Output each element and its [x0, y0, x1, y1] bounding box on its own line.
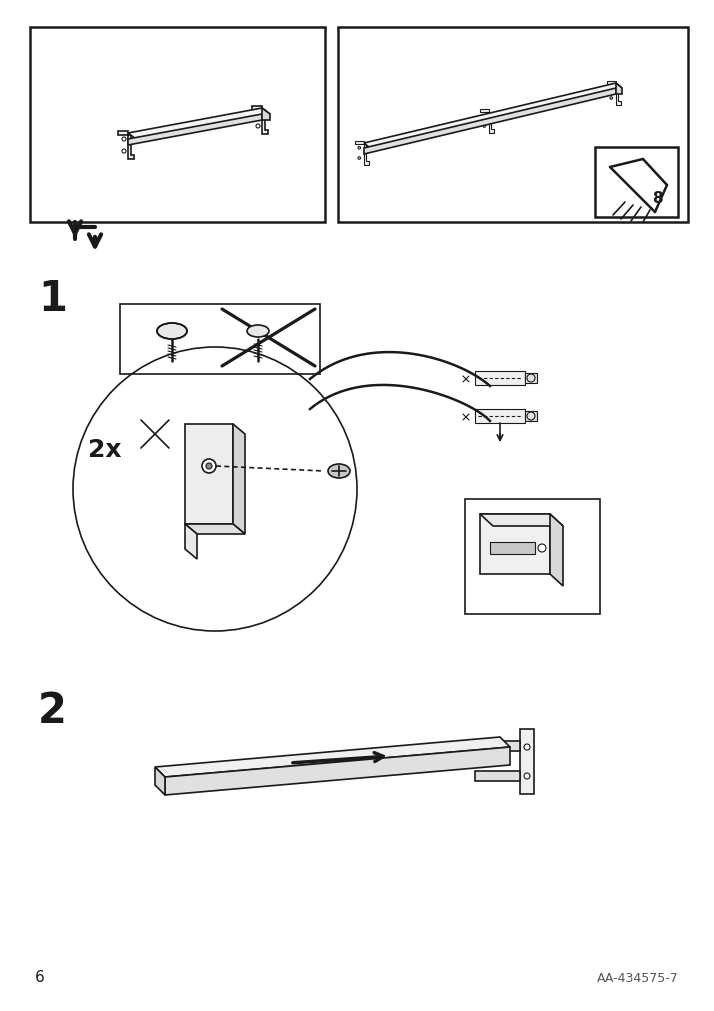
Polygon shape	[475, 741, 520, 751]
Circle shape	[202, 460, 216, 473]
Polygon shape	[165, 747, 510, 796]
Text: 6: 6	[35, 969, 45, 984]
Circle shape	[524, 773, 530, 779]
Polygon shape	[480, 515, 550, 574]
Ellipse shape	[328, 464, 350, 478]
Polygon shape	[262, 109, 270, 121]
Bar	[490, 543, 535, 554]
Polygon shape	[480, 515, 563, 527]
Polygon shape	[364, 89, 616, 155]
Bar	[30, 28, 325, 222]
Text: 1: 1	[38, 278, 67, 319]
Polygon shape	[155, 767, 165, 796]
Circle shape	[538, 545, 546, 552]
Bar	[338, 28, 688, 222]
Polygon shape	[233, 425, 245, 535]
Bar	[475, 372, 525, 385]
Polygon shape	[185, 525, 245, 535]
Polygon shape	[550, 515, 563, 586]
Bar	[595, 148, 678, 217]
Polygon shape	[520, 729, 534, 795]
Polygon shape	[128, 109, 270, 140]
Polygon shape	[128, 115, 262, 146]
Bar	[525, 374, 537, 383]
Text: 2: 2	[38, 690, 67, 731]
Polygon shape	[475, 771, 520, 782]
Bar	[525, 411, 537, 422]
Ellipse shape	[157, 324, 187, 340]
Polygon shape	[118, 131, 134, 160]
Circle shape	[73, 348, 357, 632]
Polygon shape	[364, 84, 622, 149]
Polygon shape	[155, 737, 510, 777]
Text: 2x: 2x	[88, 438, 121, 462]
Polygon shape	[616, 84, 622, 95]
Text: AA-434575-7: AA-434575-7	[597, 971, 679, 984]
Circle shape	[206, 463, 212, 469]
Bar	[465, 499, 600, 615]
Polygon shape	[252, 107, 268, 134]
Polygon shape	[185, 525, 197, 559]
Polygon shape	[185, 425, 233, 525]
Ellipse shape	[247, 326, 269, 338]
Text: 8: 8	[653, 191, 663, 206]
Polygon shape	[355, 142, 368, 166]
Polygon shape	[607, 82, 620, 106]
Bar	[475, 409, 525, 424]
Bar	[120, 304, 320, 375]
Circle shape	[524, 744, 530, 750]
Polygon shape	[480, 110, 493, 133]
